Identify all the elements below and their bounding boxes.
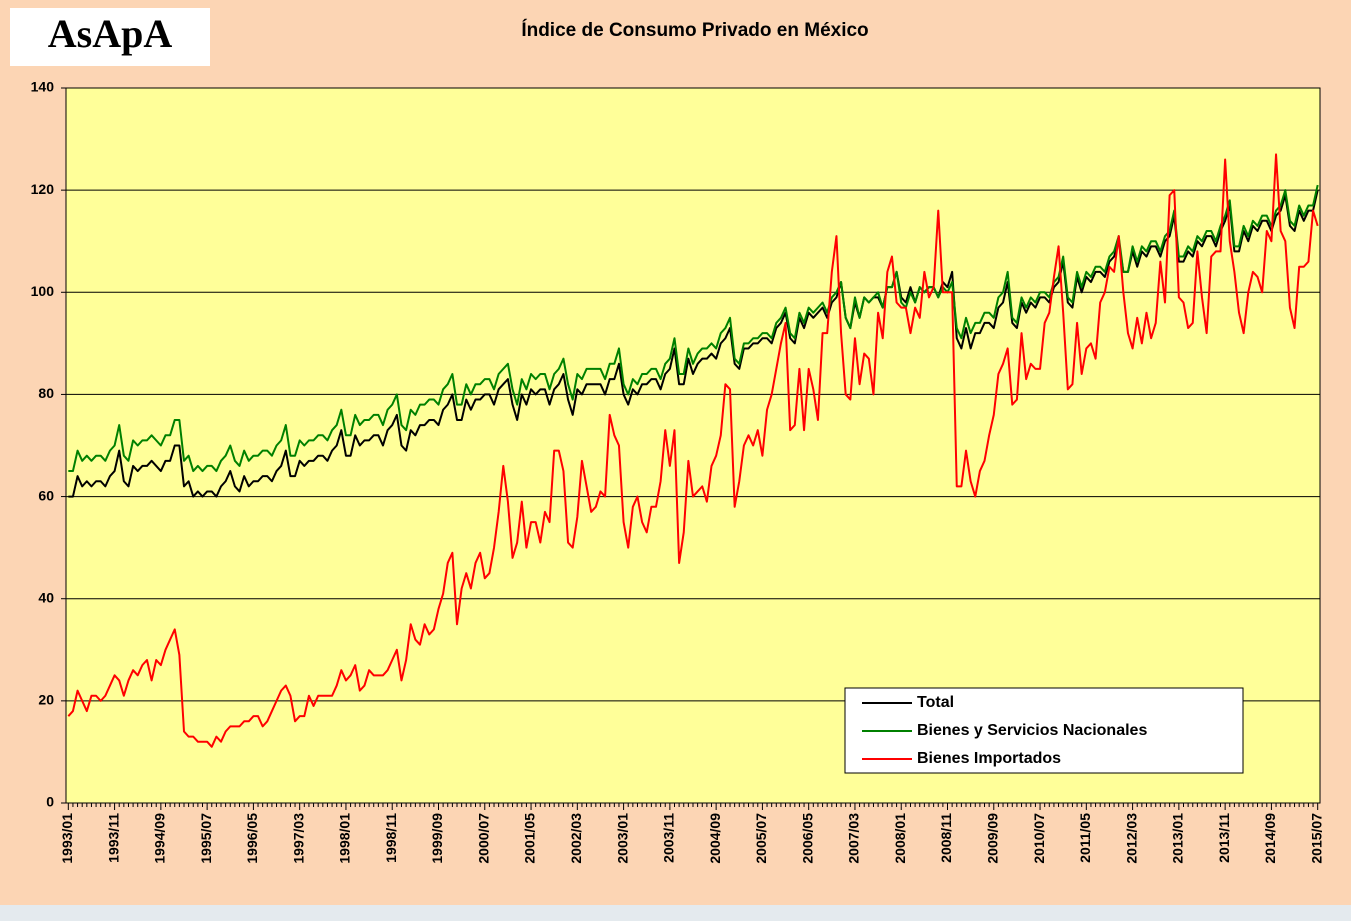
x-tick-label: 2007/03 [846,813,862,864]
x-tick-label: 2003/11 [661,813,677,863]
logo: AsApA [48,11,173,56]
x-tick-label: 2008/01 [892,813,908,864]
x-tick-label: 1999/09 [429,813,445,864]
x-tick-label: 2013/11 [1216,813,1232,863]
x-tick-label: 2012/03 [1123,813,1139,864]
bottom-strip [0,905,1351,921]
x-tick-label: 1993/01 [59,813,75,864]
x-tick-label: 2006/05 [799,813,815,864]
y-tick-label: 80 [38,385,54,401]
x-tick-label: 2008/11 [938,813,954,863]
logo-box [10,8,210,66]
x-tick-label: 2011/05 [1077,813,1093,863]
x-tick-label: 2000/07 [475,813,491,864]
y-tick-label: 60 [38,487,54,503]
series-line [68,189,1319,498]
y-tick-label: 0 [46,794,54,810]
x-tick-label: 1995/07 [198,813,214,864]
y-tick-label: 100 [31,283,55,299]
legend-label: Total [917,694,954,711]
x-tick-label: 2004/09 [707,813,723,864]
series-line [68,184,1319,473]
x-tick-label: 1993/11 [105,813,121,863]
x-tick-label: 2005/07 [753,813,769,864]
y-tick-label: 40 [38,589,54,605]
plot-area [65,87,1321,804]
x-tick-label: 1998/11 [383,813,399,863]
x-tick-label: 2003/01 [614,813,630,864]
x-tick-label: 1994/09 [152,813,168,864]
x-tick-label: 2013/01 [1170,813,1186,864]
x-tick-label: 1996/05 [244,813,260,864]
x-tick-label: 2009/09 [984,813,1000,864]
x-tick-label: 1998/01 [337,813,353,864]
x-tick-label: 2002/03 [568,813,584,864]
y-tick-label: 140 [31,79,55,95]
y-tick-label: 120 [31,181,55,197]
x-tick-label: 2010/07 [1031,813,1047,864]
x-tick-label: 2001/05 [522,813,538,864]
chart-title: Índice de Consumo Privado en México [521,19,868,41]
x-tick-label: 2015/07 [1308,813,1324,864]
x-tick-label: 1997/03 [290,813,306,864]
legend-label: Bienes Importados [917,750,1061,767]
series-line [67,153,1319,748]
legend-label: Bienes y Servicios Nacionales [917,722,1147,739]
x-tick-label: 2014/09 [1262,813,1278,864]
y-tick-label: 20 [38,692,54,708]
